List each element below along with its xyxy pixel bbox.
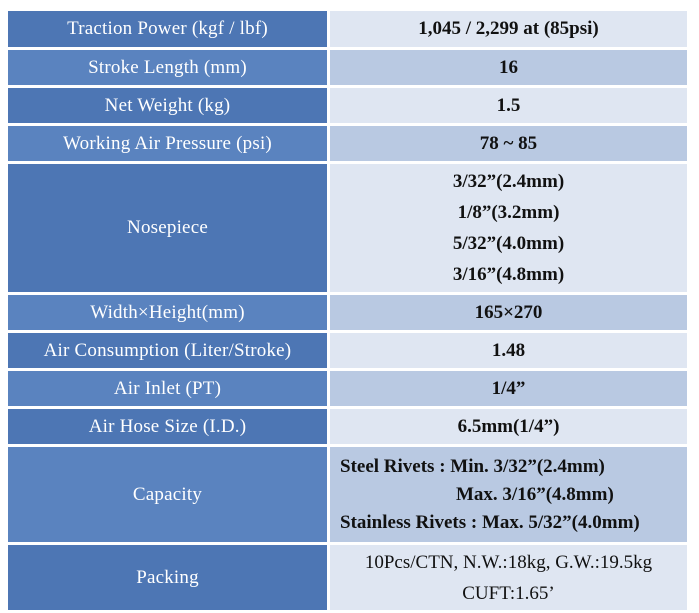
nosepiece-size: 5/32”(4.0mm) [452, 233, 565, 254]
spec-value: 1.5 [330, 88, 687, 123]
packing-line: 10Pcs/CTN, N.W.:18kg, G.W.:19.5kg [364, 551, 653, 573]
spec-row-width-height: Width×Height(mm) 165×270 [8, 295, 687, 330]
nosepiece-size: 3/16”(4.8mm) [452, 264, 565, 285]
spec-row-packing: Packing 10Pcs/CTN, N.W.:18kg, G.W.:19.5k… [8, 545, 687, 610]
spec-value: 16 [330, 50, 687, 85]
spec-value-group: Steel Rivets : Min. 3/32”(2.4mm) Max. 3/… [330, 447, 687, 542]
spec-value: 1.48 [330, 333, 687, 368]
capacity-line: Max. 3/16”(4.8mm) [456, 483, 614, 505]
spec-value: 78 ~ 85 [330, 126, 687, 161]
spec-value: 1,045 / 2,299 at (85psi) [330, 11, 687, 47]
spec-value-group: 10Pcs/CTN, N.W.:18kg, G.W.:19.5kg CUFT:1… [330, 545, 687, 610]
spec-label: Width×Height(mm) [8, 295, 330, 330]
spec-row-air-consumption: Air Consumption (Liter/Stroke) 1.48 [8, 333, 687, 368]
spec-label: Stroke Length (mm) [8, 50, 330, 85]
spec-row-air-hose-size: Air Hose Size (I.D.) 6.5mm(1/4”) [8, 409, 687, 444]
spec-label: Traction Power (kgf / lbf) [8, 11, 330, 47]
capacity-line: Stainless Rivets : Max. 5/32”(4.0mm) [340, 511, 640, 533]
spec-row-capacity: Capacity Steel Rivets : Min. 3/32”(2.4mm… [8, 447, 687, 542]
capacity-line: Steel Rivets : Min. 3/32”(2.4mm) [340, 455, 605, 477]
spec-label: Packing [8, 545, 330, 610]
spec-row-net-weight: Net Weight (kg) 1.5 [8, 88, 687, 123]
spec-row-nosepiece: Nosepiece 3/32”(2.4mm) 1/8”(3.2mm) 5/32”… [8, 164, 687, 292]
packing-line: CUFT:1.65’ [462, 582, 555, 604]
nosepiece-size: 1/8”(3.2mm) [457, 202, 560, 223]
spec-label: Net Weight (kg) [8, 88, 330, 123]
spec-label: Air Inlet (PT) [8, 371, 330, 406]
spec-label: Capacity [8, 447, 330, 542]
spec-row-working-air-pressure: Working Air Pressure (psi) 78 ~ 85 [8, 126, 687, 161]
nosepiece-size: 3/32”(2.4mm) [452, 171, 565, 192]
spec-label: Working Air Pressure (psi) [8, 126, 330, 161]
spec-value-group: 3/32”(2.4mm) 1/8”(3.2mm) 5/32”(4.0mm) 3/… [330, 164, 687, 292]
spec-value: 1/4” [330, 371, 687, 406]
spec-value: 165×270 [330, 295, 687, 330]
spec-row-stroke-length: Stroke Length (mm) 16 [8, 50, 687, 85]
spec-value: 6.5mm(1/4”) [330, 409, 687, 444]
spec-label: Air Hose Size (I.D.) [8, 409, 330, 444]
spec-label: Air Consumption (Liter/Stroke) [8, 333, 330, 368]
spec-label: Nosepiece [8, 164, 330, 292]
spec-row-air-inlet: Air Inlet (PT) 1/4” [8, 371, 687, 406]
spec-table: Traction Power (kgf / lbf) 1,045 / 2,299… [8, 8, 687, 613]
spec-row-traction-power: Traction Power (kgf / lbf) 1,045 / 2,299… [8, 11, 687, 47]
